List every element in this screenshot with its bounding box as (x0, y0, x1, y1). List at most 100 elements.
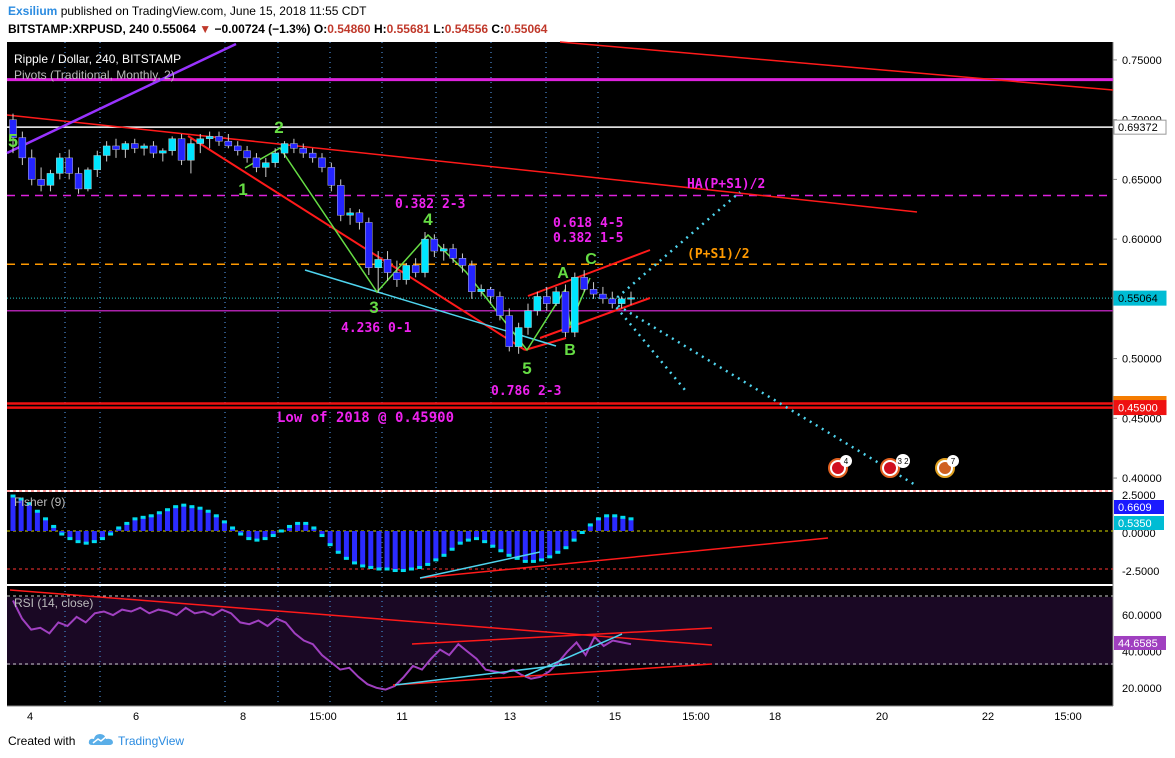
candle (561, 284, 570, 338)
fisher-signal (132, 517, 138, 521)
open-label: O: (313, 22, 328, 36)
fisher-signal (587, 523, 593, 527)
candle-body (486, 289, 495, 297)
fisher-bar (417, 531, 423, 568)
fisher-signal (91, 540, 97, 544)
fisher-bar (555, 531, 561, 553)
candle (37, 167, 45, 192)
candle-body (74, 173, 83, 190)
time-tick: 8 (240, 711, 246, 723)
candle-body (121, 143, 130, 150)
main-pane[interactable] (7, 42, 1113, 490)
fisher-bar (522, 531, 528, 562)
fisher-signal (563, 546, 569, 550)
candle-body (561, 291, 570, 333)
fisher-bar (262, 531, 268, 539)
author-name[interactable]: Exsilium (8, 4, 58, 18)
fisher-signal (604, 514, 610, 518)
close-value: 0.55064 (504, 22, 548, 36)
fisher-bar (392, 531, 398, 571)
price-tick: 0.50000 (1122, 354, 1162, 366)
fisher-signal (441, 553, 447, 557)
candle (290, 138, 298, 154)
fisher-bar (425, 531, 431, 565)
candle (205, 131, 214, 149)
candle-body (252, 157, 261, 168)
candle-body (93, 155, 101, 171)
fisher-signal (319, 534, 325, 538)
fisher-signal (555, 550, 561, 554)
candle (168, 136, 176, 156)
annotation-label: 0.382 1-5 (553, 231, 623, 246)
candle-body (215, 136, 223, 142)
candle-body (84, 169, 92, 190)
candle-body (28, 157, 36, 180)
fisher-bar (595, 518, 601, 531)
fisher-signal (327, 543, 333, 547)
last-price: 0.55064 (152, 22, 196, 36)
candle (421, 231, 429, 278)
candle-body (65, 157, 73, 174)
fisher-signal (449, 547, 455, 551)
candle (524, 303, 532, 335)
candle-body (365, 222, 373, 268)
event-marker[interactable]: 4 (828, 455, 852, 478)
fisher-tick: 0.0000 (1122, 528, 1156, 540)
fisher-signal (18, 497, 24, 501)
chart-canvas[interactable]: 5 1 2 3 4 5 A B C 0.382 2-3 0.618 4-50.382 1-5 4.23… (0, 40, 1175, 724)
candle-body (140, 145, 148, 149)
time-tick: 13 (504, 711, 516, 723)
candle (355, 209, 364, 230)
candle (121, 141, 130, 158)
time-tick: 15 (609, 711, 621, 723)
high-value: 0.55681 (386, 22, 431, 36)
annotation-label: HA(P+S1)/2 (687, 177, 765, 192)
fisher-signal (474, 537, 479, 541)
price-change: −0.00724 (−1.3%) (214, 22, 311, 36)
fisher-bar (303, 523, 309, 531)
candle (346, 208, 354, 225)
candle-body (383, 259, 392, 273)
fisher-signal (628, 517, 634, 521)
time-tick: 15:00 (309, 711, 337, 723)
rsi-band (7, 597, 1113, 665)
fisher-signal (189, 505, 195, 509)
fisher-bar (132, 518, 138, 531)
candle (102, 141, 111, 162)
candle-body (599, 293, 607, 300)
fisher-signal (295, 521, 301, 525)
fisher-signal (522, 559, 528, 563)
fisher-signal (230, 526, 236, 530)
candle-body (46, 173, 55, 186)
fisher-signal (539, 558, 545, 562)
candle-body (318, 157, 326, 168)
fisher-signal (51, 524, 57, 528)
event-count: 3 2 (897, 457, 909, 466)
fisher-signal (165, 508, 170, 512)
annotation-label: Low of 2018 @ 0.45900 (277, 410, 454, 426)
fisher-bar (408, 531, 414, 569)
candle-body (505, 315, 513, 347)
rsi-line (12, 600, 632, 691)
fisher-bar (197, 508, 203, 531)
candle (224, 133, 233, 149)
candle (571, 272, 579, 338)
candle (327, 162, 336, 192)
fisher-bar (99, 531, 105, 539)
price-tick: 0.40000 (1122, 473, 1162, 485)
price-badge-label: 0.69372 (1118, 122, 1158, 134)
fisher-bar (514, 531, 520, 559)
event-marker[interactable]: 3 2 (880, 454, 910, 478)
event-markers: 4 3 2 7 (828, 454, 959, 478)
event-marker[interactable]: 7 (935, 455, 959, 478)
tradingview-link[interactable]: TradingView (118, 734, 185, 748)
fisher-signal (392, 569, 398, 573)
fisher-signal (506, 553, 512, 557)
fisher-bar (319, 531, 325, 536)
fisher-badge (1114, 500, 1164, 514)
open-value: 0.54860 (327, 22, 371, 36)
candle-body (402, 265, 410, 280)
time-tick: 15:00 (682, 711, 710, 723)
fisher-tick: 2.5000 (1122, 490, 1156, 502)
